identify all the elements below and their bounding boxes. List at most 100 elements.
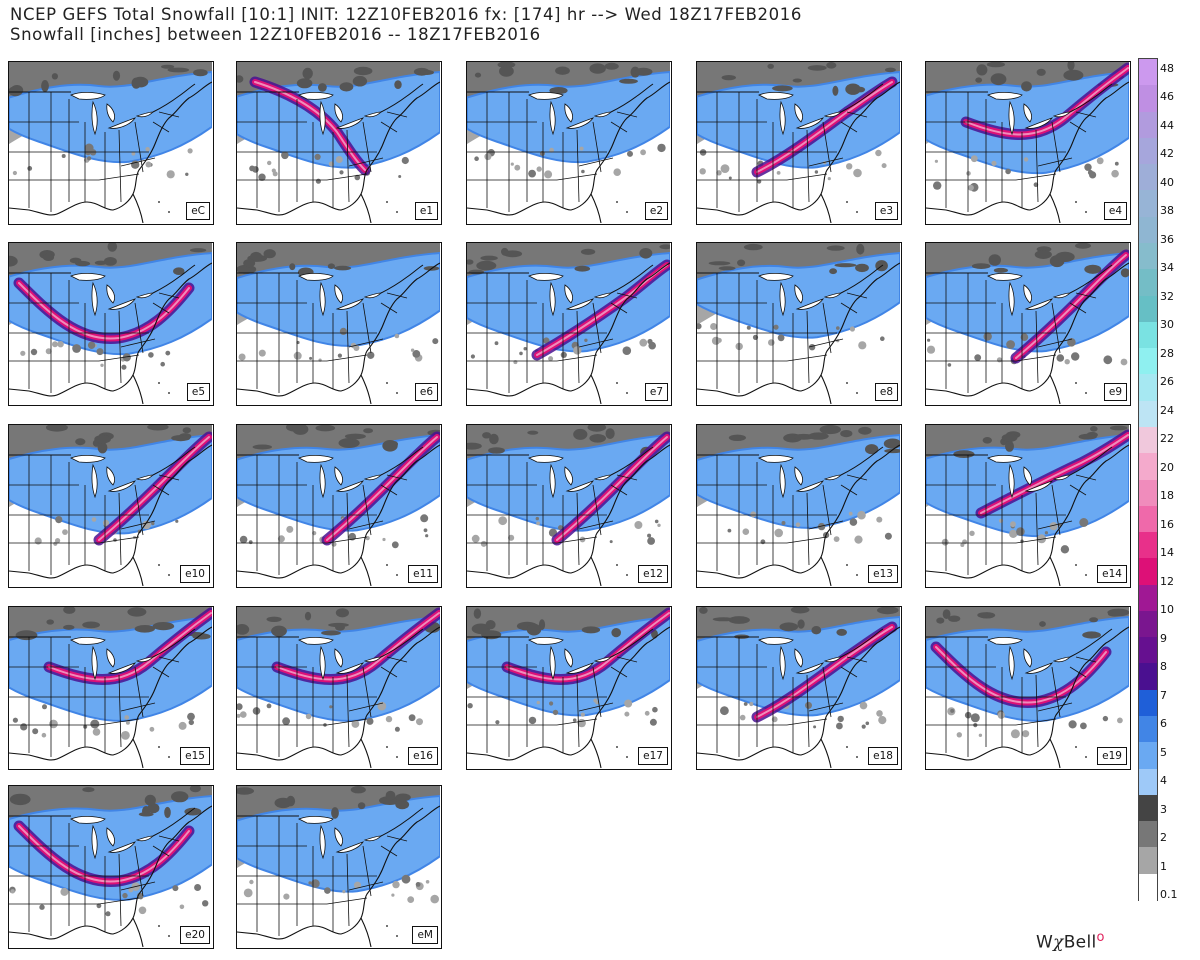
ensemble-panel-e9: e9 <box>925 242 1131 406</box>
ensemble-panel-e8: e8 <box>696 242 902 406</box>
colorbar-swatch <box>1139 190 1157 218</box>
ensemble-panel-e19: e19 <box>925 606 1131 770</box>
colorbar-swatch <box>1139 821 1157 849</box>
ensemble-panel-e6: e6 <box>236 242 442 406</box>
snowfall-map <box>697 607 900 768</box>
colorbar-tick-label: 18 <box>1160 489 1174 503</box>
colorbar-tick-label: 48 <box>1160 62 1174 75</box>
colorbar-tick-label: 34 <box>1160 261 1174 275</box>
panel-label: e19 <box>1097 747 1127 765</box>
panel-label: e2 <box>644 202 668 220</box>
map-title: NCEP GEFS Total Snowfall [10:1] INIT: 12… <box>10 5 802 24</box>
ensemble-panel-e3: e3 <box>696 61 902 225</box>
colorbar-swatch <box>1139 321 1157 349</box>
colorbar-swatch <box>1139 295 1157 323</box>
colorbar-swatch <box>1139 400 1157 428</box>
colorbar-tick-label: 10 <box>1160 603 1174 617</box>
panel-label: e10 <box>180 565 210 583</box>
colorbar-tick-label: 32 <box>1160 289 1174 303</box>
snowfall-map <box>237 62 440 223</box>
ensemble-panel-e17: e17 <box>466 606 672 770</box>
colorbar-tick-label: 30 <box>1160 318 1174 332</box>
colorbar-swatch <box>1139 768 1157 796</box>
ensemble-panel-e2: e2 <box>466 61 672 225</box>
colorbar-tick-label: 26 <box>1160 375 1174 389</box>
colorbar-tick-label: 2 <box>1160 831 1167 845</box>
ensemble-panel-eC: eC <box>8 61 214 225</box>
panel-label: e6 <box>414 383 438 401</box>
panel-label: e4 <box>1103 202 1127 220</box>
colorbar-tick-label: 36 <box>1160 232 1174 246</box>
ensemble-panel-e15: e15 <box>8 606 214 770</box>
ensemble-panel-e11: e11 <box>236 424 442 588</box>
snowfall-map <box>9 243 212 404</box>
ensemble-panel-e1: e1 <box>236 61 442 225</box>
snowfall-map <box>926 607 1129 768</box>
snowfall-map <box>9 62 212 223</box>
ensemble-panels: eC e1 e2 e3 e4 e5 e6 e7 e8 e9 e10 e11 e12 e13 e14 e15 e1… <box>8 61 1131 949</box>
colorbar-tick-label: 20 <box>1160 460 1174 474</box>
colorbar-swatch <box>1139 663 1157 691</box>
colorbar-swatch <box>1139 59 1157 86</box>
colorbar-swatch <box>1139 348 1157 375</box>
snowfall-map <box>237 243 440 404</box>
snowfall-map <box>697 62 900 223</box>
snowfall-map <box>237 786 440 947</box>
colorbar-tick-label: 6 <box>1160 717 1167 731</box>
panel-label: e16 <box>408 747 438 765</box>
colorbar-tick-label: 28 <box>1160 346 1174 360</box>
snowfall-map <box>237 425 440 586</box>
colorbar-swatch <box>1139 794 1157 822</box>
snowfall-map <box>237 607 440 768</box>
colorbar-tick-label: 5 <box>1160 745 1167 759</box>
panel-label: e14 <box>1097 565 1127 583</box>
colorbar-swatch <box>1139 532 1157 559</box>
ensemble-panel-e5: e5 <box>8 242 214 406</box>
snowfall-map <box>926 62 1129 223</box>
colorbar-tick-label: 14 <box>1160 546 1174 560</box>
ensemble-panel-e4: e4 <box>925 61 1131 225</box>
ensemble-panel-e16: e16 <box>236 606 442 770</box>
colorbar-swatch <box>1139 269 1157 297</box>
panel-label: e15 <box>180 747 210 765</box>
snowfall-map <box>467 62 670 223</box>
ensemble-panel-e20: e20 <box>8 785 214 949</box>
panel-label: e1 <box>414 202 438 220</box>
ensemble-panel-e7: e7 <box>466 242 672 406</box>
colorbar-tick-label: 42 <box>1160 147 1174 161</box>
colorbar-swatch <box>1139 873 1157 901</box>
colorbar-tick-label: 46 <box>1160 90 1174 104</box>
ensemble-panel-e14: e14 <box>925 424 1131 588</box>
ensemble-panel-e10: e10 <box>8 424 214 588</box>
panel-label: e11 <box>408 565 438 583</box>
colorbar-tick-label: 16 <box>1160 517 1174 531</box>
map-subtitle: Snowfall [inches] between 12Z10FEB2016 -… <box>10 25 541 44</box>
panel-label: e9 <box>1103 383 1127 401</box>
ensemble-panel-e18: e18 <box>696 606 902 770</box>
colorbar-swatch <box>1139 716 1157 743</box>
colorbar-swatch <box>1139 137 1157 165</box>
panel-label: e7 <box>644 383 668 401</box>
snowfall-colorbar <box>1138 58 1158 901</box>
colorbar-swatch <box>1139 111 1157 139</box>
snowfall-map <box>9 786 212 947</box>
panel-label: e20 <box>180 926 210 944</box>
snowfall-map <box>697 425 900 586</box>
colorbar-swatch <box>1139 558 1157 586</box>
panel-label: e5 <box>186 383 210 401</box>
colorbar-swatch <box>1139 164 1157 191</box>
colorbar-swatch <box>1139 689 1157 717</box>
colorbar-tick-label: 9 <box>1160 631 1167 645</box>
panel-label: e12 <box>638 565 668 583</box>
colorbar-swatch <box>1139 610 1157 638</box>
wxbell-logo: WχBello <box>1036 930 1105 953</box>
colorbar-tick-label: 24 <box>1160 403 1174 417</box>
colorbar-tick-label: 44 <box>1160 118 1174 132</box>
ensemble-panel-eM: eM <box>236 785 442 949</box>
panel-label: e17 <box>638 747 668 765</box>
colorbar-swatch <box>1139 374 1157 402</box>
snowfall-map <box>697 243 900 404</box>
colorbar-swatch <box>1139 479 1157 507</box>
colorbar-swatch <box>1139 216 1157 244</box>
snowfall-map <box>467 425 670 586</box>
